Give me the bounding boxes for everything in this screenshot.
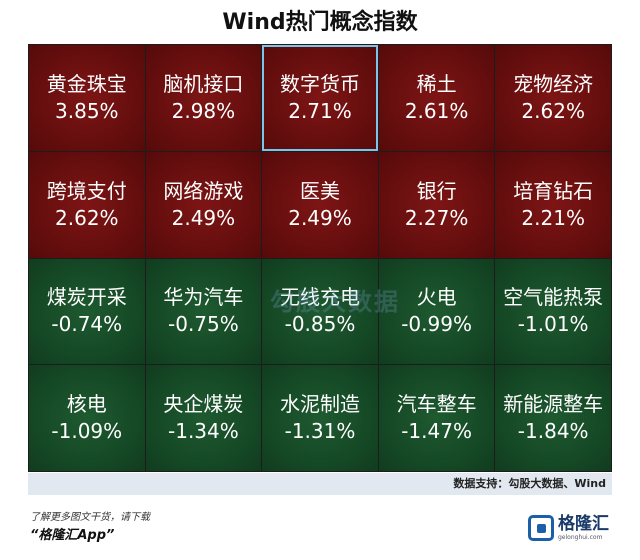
tile-concept-name: 核电	[66, 392, 107, 417]
data-source: 数据支持：勾股大数据、Wind	[28, 473, 612, 495]
tile-change-value: -1.31%	[284, 419, 356, 444]
tile-change-value: 2.61%	[404, 98, 469, 123]
tile-change-value: -1.47%	[401, 419, 472, 444]
tile-concept-name: 无线充电	[279, 285, 360, 310]
tile-concept-name: 央企煤炭	[163, 392, 244, 417]
heatmap-tile[interactable]: 银行 2.27%	[378, 151, 495, 258]
tile-concept-name: 新能源整车	[503, 392, 604, 417]
heatmap-tile[interactable]: 水泥制造 -1.31%	[262, 365, 378, 471]
tile-concept-name: 培育钻石	[513, 178, 594, 203]
heatmap-tile[interactable]: 核电 -1.09%	[29, 365, 145, 471]
tile-change-value: -1.34%	[168, 419, 239, 444]
tile-concept-name: 银行	[416, 178, 457, 203]
tile-concept-name: 空气能热泵	[503, 285, 604, 310]
heatmap-tile[interactable]: 煤炭开采 -0.74%	[29, 258, 145, 365]
tile-change-value: -0.99%	[401, 312, 472, 337]
chart-title: Wind热门概念指数	[222, 10, 418, 35]
tile-change-value: 2.49%	[171, 205, 236, 230]
tile-change-value: 2.27%	[404, 205, 469, 230]
tile-concept-name: 华为汽车	[163, 285, 244, 310]
logo-url: gelonghui.com	[558, 533, 603, 541]
tile-change-value: -0.74%	[51, 312, 123, 337]
heatmap-tile[interactable]: 新能源整车 -1.84%	[495, 365, 611, 471]
heatmap-tile[interactable]: 火电 -0.99%	[378, 258, 495, 365]
heatmap-tile[interactable]: 央企煤炭 -1.34%	[145, 365, 262, 471]
tile-concept-name: 数字货币	[279, 71, 360, 96]
tile-change-value: 2.98%	[171, 98, 236, 123]
tile-concept-name: 黄金珠宝	[46, 71, 127, 96]
tile-concept-name: 煤炭开采	[46, 285, 127, 310]
tile-concept-name: 水泥制造	[279, 392, 360, 417]
tile-concept-name: 稀土	[416, 71, 457, 96]
tile-change-value: 2.62%	[55, 205, 119, 230]
tile-concept-name: 网络游戏	[163, 178, 244, 203]
tile-change-value: -0.85%	[284, 312, 356, 337]
footer-promo-text: 了解更多图文干货，请下载	[30, 512, 150, 523]
heatmap-tile[interactable]: 汽车整车 -1.47%	[378, 365, 495, 471]
tile-change-value: 2.62%	[521, 98, 585, 123]
heatmap-tile[interactable]: 医美 2.49%	[262, 151, 378, 258]
tile-change-value: -1.09%	[51, 419, 123, 444]
heatmap-tile[interactable]: 黄金珠宝 3.85%	[29, 45, 145, 151]
heatmap-tile[interactable]: 跨境支付 2.62%	[29, 151, 145, 258]
tile-concept-name: 跨境支付	[46, 178, 127, 203]
tile-concept-name: 火电	[416, 285, 457, 310]
footer-app-name: “格隆汇App”	[30, 528, 115, 543]
tile-concept-name: 医美	[299, 178, 340, 203]
tile-concept-name: 宠物经济	[513, 71, 594, 96]
tile-change-value: -0.75%	[168, 312, 239, 337]
heatmap-tile[interactable]: 培育钻石 2.21%	[495, 151, 611, 258]
tile-change-value: 2.71%	[288, 98, 352, 123]
tile-change-value: 2.49%	[288, 205, 352, 230]
brand-logo: 格隆汇 gelonghui.com	[528, 510, 618, 546]
tile-change-value: -1.84%	[517, 419, 589, 444]
tile-change-value: 2.21%	[521, 205, 585, 230]
tile-change-value: -1.01%	[517, 312, 589, 337]
tile-concept-name: 脑机接口	[163, 71, 244, 96]
heatmap-tile[interactable]: 无线充电 -0.85%	[262, 258, 378, 365]
heatmap-tile[interactable]: 宠物经济 2.62%	[495, 45, 611, 151]
logo-name: 格隆汇	[558, 513, 609, 534]
heatmap-tile[interactable]: 数字货币 2.71%	[262, 45, 378, 151]
heatmap-tile[interactable]: 稀土 2.61%	[378, 45, 495, 151]
heatmap-tile[interactable]: 空气能热泵 -1.01%	[495, 258, 611, 365]
tile-concept-name: 汽车整车	[396, 392, 477, 417]
heatmap-tile[interactable]: 脑机接口 2.98%	[145, 45, 262, 151]
tile-change-value: 3.85%	[55, 98, 119, 123]
heatmap-tile[interactable]: 网络游戏 2.49%	[145, 151, 262, 258]
concept-index-heatmap: 黄金珠宝 3.85% 脑机接口 2.98% 数字货币 2.71% 稀土 2.61% 宠物经济 2.…	[28, 44, 612, 472]
logo-icon	[528, 515, 554, 541]
heatmap-tile[interactable]: 华为汽车 -0.75%	[145, 258, 262, 365]
